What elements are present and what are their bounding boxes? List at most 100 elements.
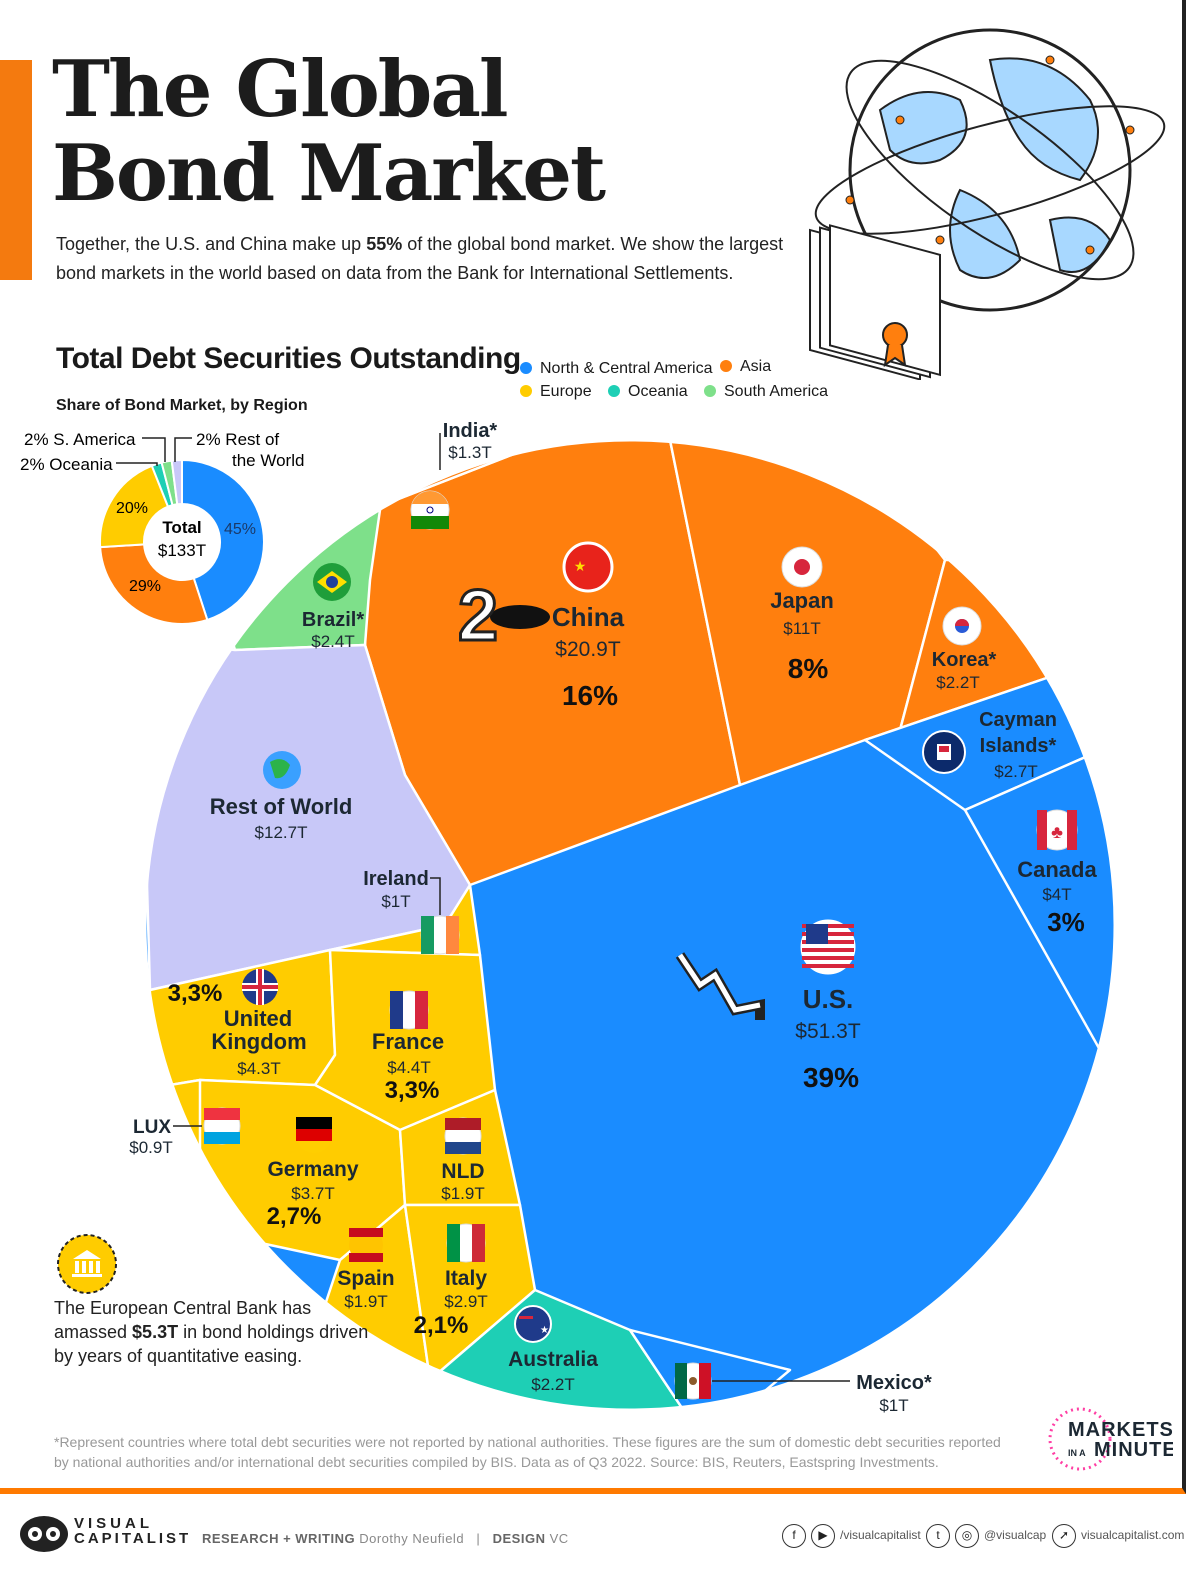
korea-flag-icon <box>942 606 982 646</box>
uk-label-2: Kingdom <box>211 1029 306 1054</box>
china-rank: 2 <box>458 576 498 656</box>
intro-bold: 55% <box>366 234 403 254</box>
india-flag-icon <box>410 490 450 530</box>
legend-swatch <box>520 385 532 397</box>
legend-label: South America <box>724 383 829 400</box>
donut-label-row-2: the World <box>232 451 304 470</box>
australia-value: $2.2T <box>531 1375 574 1394</box>
uk-label-1: United <box>224 1006 292 1031</box>
germany-value: $3.7T <box>291 1184 334 1203</box>
netherlands-flag-icon <box>444 1117 482 1155</box>
france-share: 3,3% <box>385 1077 440 1104</box>
section-subtitle: Share of Bond Market, by Region <box>56 397 308 414</box>
brazil-value: $2.4T <box>311 632 354 651</box>
svg-text:♣: ♣ <box>1051 822 1063 842</box>
india-value: $1.3T <box>448 443 491 462</box>
globe-illustration <box>809 28 1166 380</box>
germany-flag-icon <box>296 1117 332 1153</box>
bank-icon <box>57 1234 117 1294</box>
page-title: The Global Bond Market <box>52 48 606 219</box>
ireland-label: Ireland <box>363 868 429 890</box>
handle-visualcapitalist[interactable]: /visualcapitalist <box>840 1528 921 1542</box>
china-label: China <box>552 602 625 632</box>
legend-swatch <box>520 362 532 374</box>
france-flag-icon <box>389 990 429 1030</box>
row-value: $12.7T <box>255 823 308 842</box>
bond-market-voronoi-chart: ★ ♣ ★ 2 India* China 16% Japan 8% Korea*… <box>129 420 1117 1415</box>
ecb-note-bold: $5.3T <box>132 1322 179 1342</box>
legend-item: Europe <box>520 383 592 401</box>
uk-share: 3,3% <box>168 980 223 1007</box>
canada-value: $4T <box>1042 885 1071 904</box>
donut-hole <box>144 504 220 580</box>
nld-label: NLD <box>441 1160 484 1183</box>
ireland-leader-line <box>430 877 441 915</box>
title-line-1: The Global <box>52 44 509 135</box>
korea-value: $2.2T <box>936 673 979 692</box>
france-label: France <box>372 1029 444 1054</box>
page-frame <box>0 0 1186 1494</box>
legend-item: Asia <box>720 358 771 376</box>
italy-value: $2.9T <box>444 1292 487 1311</box>
facebook-icon[interactable]: f <box>782 1524 806 1548</box>
credits-design: DESIGN <box>492 1531 546 1546</box>
svg-text:★: ★ <box>540 1325 549 1336</box>
rank-2-icon: 2 <box>456 575 550 658</box>
legend-item: South America <box>704 383 828 401</box>
credits: RESEARCH + WRITING Dorothy Neufield | DE… <box>202 1531 569 1546</box>
title-line-2: Bond Market <box>52 128 606 219</box>
twitter-icon[interactable]: t <box>926 1524 950 1548</box>
donut-leader-oceania <box>116 462 158 466</box>
spain-value: $1.9T <box>344 1292 387 1311</box>
ecb-note-before: The European Central Bank has amassed <box>54 1298 312 1342</box>
mexico-flag-icon <box>674 1362 712 1400</box>
cursor-icon[interactable]: ➚ <box>1052 1524 1076 1548</box>
germany-label: Germany <box>267 1158 358 1181</box>
ecb-note-after: in bond holdings driven by years of quan… <box>54 1322 369 1366</box>
legend-item: Oceania <box>608 383 688 401</box>
donut-label-s-america: 2% S. America <box>24 430 136 449</box>
cayman-label-2: Islands* <box>980 735 1057 757</box>
japan-flag-icon <box>781 546 823 588</box>
downtrend-arrow-icon <box>675 952 765 1020</box>
globe-icon <box>263 751 301 789</box>
korea-label: Korea* <box>932 649 997 671</box>
credits-author: Dorothy Neufield <box>359 1531 465 1546</box>
mim-line-2b: MINUTE <box>1094 1439 1173 1461</box>
canada-flag-icon: ♣ <box>1036 809 1078 851</box>
cayman-label-1: Cayman <box>979 709 1057 731</box>
lux-label: LUX <box>133 1117 171 1138</box>
intro-text: Together, the U.S. and China make up 55%… <box>56 230 796 288</box>
japan-share: 8% <box>788 653 829 684</box>
italy-flag-icon <box>446 1223 486 1263</box>
mexico-value: $1T <box>879 1396 908 1415</box>
legend-label: Oceania <box>628 383 688 400</box>
row-label: Rest of World <box>210 794 353 819</box>
australia-label: Australia <box>508 1348 598 1371</box>
china-flag-icon: ★ <box>562 541 614 593</box>
brazil-flag-icon <box>313 563 351 601</box>
japan-label: Japan <box>770 588 834 613</box>
spain-flag-icon <box>349 1228 383 1262</box>
france-value: $4.4T <box>387 1058 430 1077</box>
handle-visualcap[interactable]: @visualcap <box>984 1528 1047 1542</box>
region-donut-chart: Total $133T 45% 29% 20% 2% S. America 2%… <box>20 430 304 625</box>
brazil-label: Brazil* <box>302 609 364 631</box>
mim-line-2a: IN A <box>1068 1448 1086 1458</box>
donut-center-label: Total <box>162 518 201 537</box>
instagram-icon[interactable]: ◎ <box>955 1524 979 1548</box>
germany-share: 2,7% <box>267 1203 322 1230</box>
legend-label: Europe <box>540 383 592 400</box>
website-link[interactable]: visualcapitalist.com <box>1081 1528 1185 1542</box>
intro-before: Together, the U.S. and China make up <box>56 234 367 254</box>
us-flag-icon <box>800 919 856 975</box>
italy-share: 2,1% <box>414 1312 469 1339</box>
donut-center-value: $133T <box>158 541 206 560</box>
spain-label: Spain <box>337 1267 394 1290</box>
us-label: U.S. <box>803 984 854 1014</box>
cell-canada <box>963 753 1115 1052</box>
ecb-note: The European Central Bank has amassed $5… <box>54 1296 374 1368</box>
italy-label: Italy <box>445 1267 487 1290</box>
legend-swatch <box>608 385 620 397</box>
youtube-icon[interactable]: ▶ <box>811 1524 835 1548</box>
